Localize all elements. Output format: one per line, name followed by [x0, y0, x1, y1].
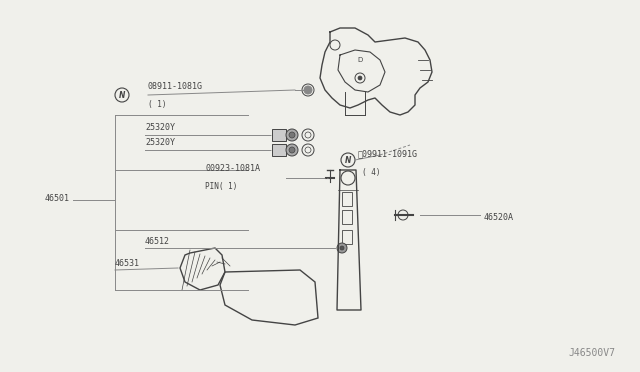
Text: 00923-1081A: 00923-1081A	[205, 164, 260, 173]
Text: 25320Y: 25320Y	[145, 123, 175, 132]
Text: 46512: 46512	[145, 237, 170, 246]
Circle shape	[304, 86, 312, 94]
Circle shape	[289, 147, 295, 153]
Bar	[272, 129, 286, 141]
Text: ( 4): ( 4)	[362, 168, 381, 177]
Text: N: N	[119, 90, 125, 99]
Text: 25320Y: 25320Y	[145, 138, 175, 147]
Circle shape	[340, 246, 344, 250]
Text: N: N	[345, 155, 351, 164]
Text: ( 1): ( 1)	[148, 100, 166, 109]
Circle shape	[286, 129, 298, 141]
Text: 08911-1081G: 08911-1081G	[148, 82, 203, 91]
Bar	[342, 192, 352, 206]
Text: 46501: 46501	[45, 193, 70, 202]
Text: D: D	[357, 57, 363, 63]
Text: J46500V7: J46500V7	[568, 348, 615, 358]
Text: 46520A: 46520A	[484, 212, 514, 221]
Circle shape	[286, 144, 298, 156]
Circle shape	[358, 76, 362, 80]
Text: ⓝ09911-1091G: ⓝ09911-1091G	[358, 149, 418, 158]
Bar	[272, 144, 286, 156]
Text: 46531: 46531	[115, 259, 140, 268]
Circle shape	[337, 243, 347, 253]
Text: PIN( 1): PIN( 1)	[205, 182, 237, 191]
Circle shape	[289, 132, 295, 138]
Bar	[342, 230, 352, 244]
Bar	[342, 210, 352, 224]
